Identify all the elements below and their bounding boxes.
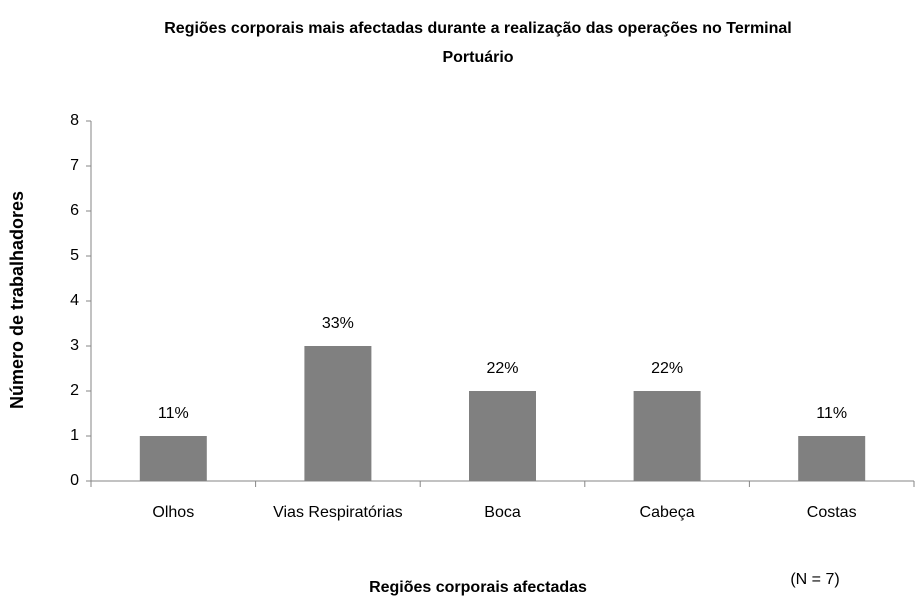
x-tick-label: Cabeça <box>639 504 695 521</box>
y-tick-label: 4 <box>70 292 79 309</box>
x-tick-label: Boca <box>484 504 521 521</box>
y-tick-label: 2 <box>70 382 79 399</box>
y-axis-title: Número de trabalhadores <box>7 191 27 409</box>
y-tick-label: 7 <box>70 157 79 174</box>
bar <box>469 391 536 481</box>
data-label: 11% <box>816 405 847 422</box>
x-tick-label: Olhos <box>152 504 195 521</box>
bar <box>304 346 372 481</box>
annotation: (N = 7) <box>790 571 839 588</box>
y-tick-label: 3 <box>70 337 79 354</box>
bar <box>139 436 207 481</box>
y-tick-label: 8 <box>70 112 79 129</box>
bar <box>798 436 866 481</box>
bar <box>633 391 701 481</box>
data-label: 22% <box>651 360 683 377</box>
x-axis-title: Regiões corporais afectadas <box>369 579 587 596</box>
x-tick-label: Vias Respiratórias <box>273 504 403 521</box>
y-tick-label: 1 <box>70 427 79 444</box>
y-tick-label: 6 <box>70 202 79 219</box>
y-tick-label: 5 <box>70 247 79 264</box>
chart-title: Regiões corporais mais afectadas durante… <box>164 20 792 66</box>
y-tick-label: 0 <box>70 472 79 489</box>
data-label: 22% <box>486 360 518 377</box>
data-label: 11% <box>158 405 189 422</box>
x-tick-label: Costas <box>806 504 857 521</box>
data-label: 33% <box>322 315 354 332</box>
